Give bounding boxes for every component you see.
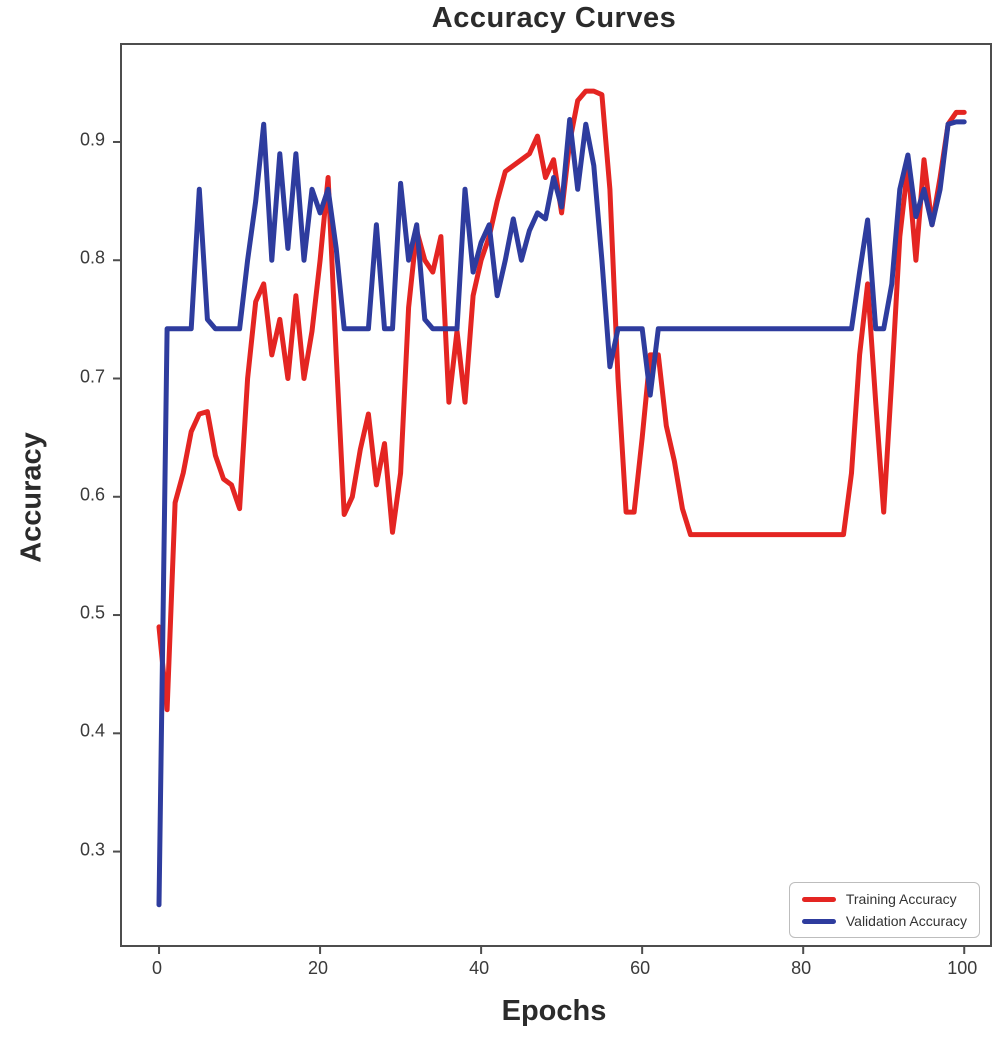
x-tick-label: 40 xyxy=(469,958,490,978)
x-tick-label: 80 xyxy=(791,958,812,978)
x-tick-label: 20 xyxy=(308,958,329,978)
y-tick-label: 0.4 xyxy=(79,720,105,741)
legend-item-validation: Validation Accuracy xyxy=(801,913,967,929)
y-tick-label: 0.7 xyxy=(79,366,105,386)
validation-accuracy-line xyxy=(156,117,967,908)
training-line-swatch xyxy=(801,896,836,902)
y-tick-label: 0.9 xyxy=(79,129,105,150)
y-tick-label: 0.3 xyxy=(79,839,105,860)
x-tick-label: 100 xyxy=(947,958,978,978)
legend-item-training: Training Accuracy xyxy=(801,891,967,907)
y-tick-label: 0.5 xyxy=(79,602,105,623)
training-accuracy-line xyxy=(156,88,967,713)
legend-label-training: Training Accuracy xyxy=(845,891,957,907)
x-tick-label: 60 xyxy=(630,958,651,978)
chart-title: Accuracy Curves xyxy=(431,2,677,34)
x-axis-label: Epochs xyxy=(501,995,607,1027)
y-axis-label: Accuracy xyxy=(15,432,48,563)
validation-line-swatch xyxy=(801,918,836,924)
plot-area: Training Accuracy Validation Accuracy xyxy=(113,43,992,954)
y-tick-label: 0.6 xyxy=(79,484,105,505)
y-tick-label: 0.8 xyxy=(79,247,105,268)
legend-label-validation: Validation Accuracy xyxy=(845,913,967,929)
plot-canvas xyxy=(113,88,967,954)
x-tick-label: 0 xyxy=(152,958,163,978)
legend: Training Accuracy Validation Accuracy xyxy=(788,882,980,938)
